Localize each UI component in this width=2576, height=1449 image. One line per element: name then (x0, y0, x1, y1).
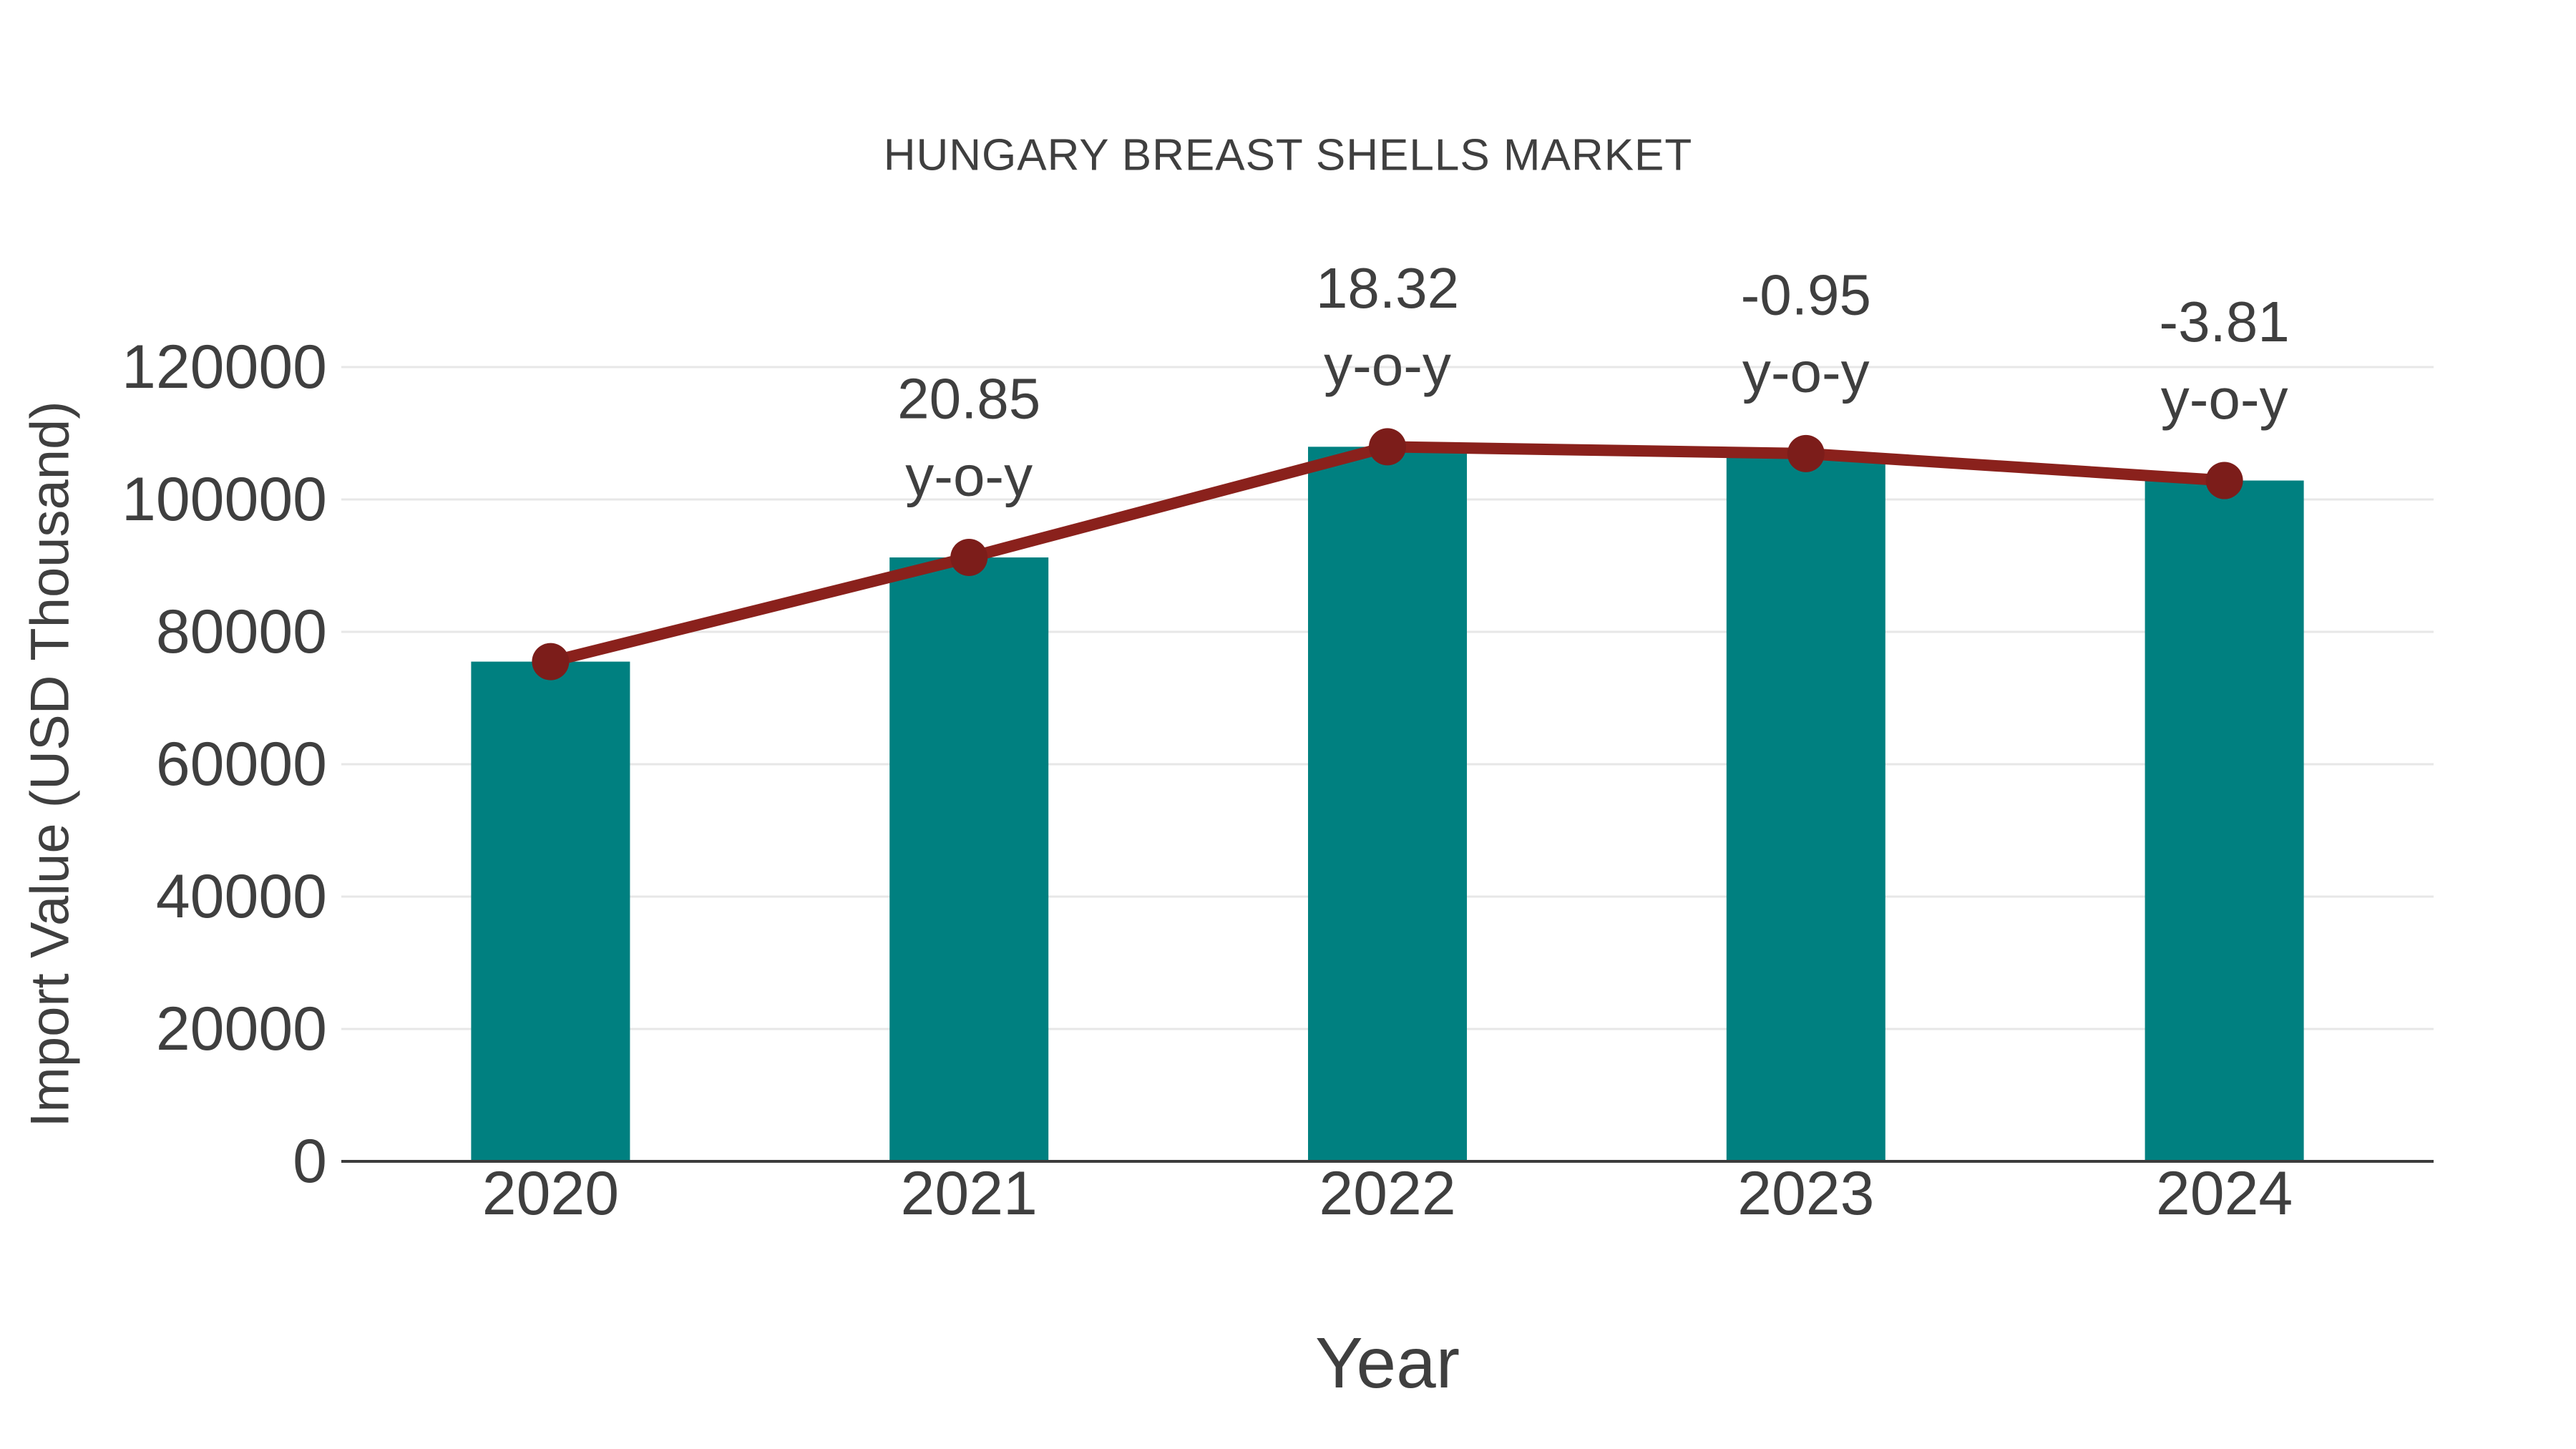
x-tick-label-group: 2020 2021 2022 2023 2024 (482, 1159, 2293, 1228)
data-point-2022 (1369, 428, 1406, 466)
bar-2024 (2145, 480, 2304, 1161)
x-tick-label-2022: 2022 (1319, 1159, 1455, 1228)
chart-title: HUNGARY BREAST SHELLS MARKET (884, 131, 1693, 180)
annotation-suffix-2023: y-o-y (1742, 340, 1870, 404)
x-axis-title: Year (1315, 1323, 1460, 1403)
data-point-2021 (950, 539, 988, 577)
annotation-suffix-2022: y-o-y (1324, 333, 1451, 397)
y-tick-label-20000: 20000 (156, 995, 327, 1063)
y-tick-label-100000: 100000 (122, 465, 327, 534)
annotation-suffix-2024: y-o-y (2161, 367, 2288, 431)
annotation-group: 20.85 y-o-y 18.32 y-o-y -0.95 y-o-y -3.81 y-o-y (897, 256, 2290, 508)
annotation-suffix-2021: y-o-y (905, 444, 1033, 508)
bar-2022 (1308, 447, 1467, 1161)
data-point-2020 (532, 643, 570, 680)
trend-line-group (532, 428, 2243, 680)
bar-2023 (1726, 453, 1885, 1161)
x-tick-label-2024: 2024 (2156, 1159, 2293, 1228)
y-tick-label-80000: 80000 (156, 597, 327, 666)
y-tick-label-0: 0 (293, 1127, 327, 1196)
annotation-value-2023: -0.95 (1741, 263, 1871, 326)
y-tick-label-group: 0 20000 40000 60000 80000 100000 120000 (122, 333, 327, 1196)
data-point-2024 (2205, 462, 2243, 499)
y-tick-label-120000: 120000 (122, 333, 327, 401)
annotation-value-2022: 18.32 (1316, 256, 1459, 320)
y-axis-title: Import Value (USD Thousand) (20, 401, 81, 1127)
x-tick-label-2021: 2021 (901, 1159, 1038, 1228)
y-tick-label-60000: 60000 (156, 730, 327, 799)
annotation-value-2021: 20.85 (897, 367, 1040, 431)
x-tick-label-2020: 2020 (482, 1159, 619, 1228)
bar-group (471, 447, 2304, 1161)
x-tick-label-2023: 2023 (1737, 1159, 1874, 1228)
y-tick-label-40000: 40000 (156, 862, 327, 931)
annotation-value-2024: -3.81 (2159, 290, 2289, 353)
data-point-2023 (1787, 434, 1825, 472)
bar-2021 (889, 557, 1049, 1161)
bar-2020 (471, 661, 630, 1161)
